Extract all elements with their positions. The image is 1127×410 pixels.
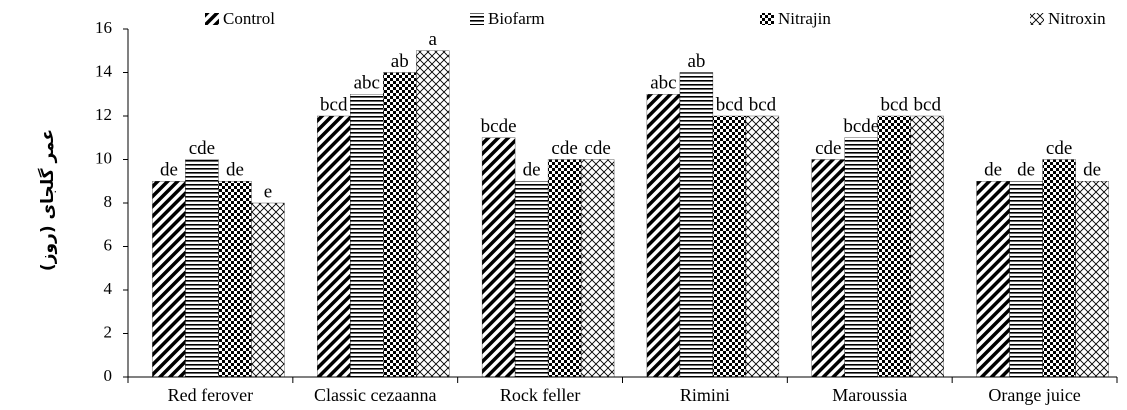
bar-annotation: de [226, 160, 244, 181]
y-tick-label: 10 [95, 148, 112, 167]
bar-annotation: abc [650, 73, 676, 94]
legend-swatch [1030, 13, 1044, 25]
bar-annotation: de [1083, 160, 1101, 181]
bar-annotation: cde [189, 138, 215, 159]
bar-annotation: de [1017, 160, 1035, 181]
bar [1042, 159, 1076, 378]
y-tick-label: 14 [95, 61, 113, 80]
legend-swatch [760, 13, 774, 25]
bar-annotation: bcd [320, 94, 348, 115]
bar-annotation: de [523, 160, 541, 181]
bar-annotation: cde [815, 138, 841, 159]
bar [251, 202, 285, 378]
legend-label: Nitrajin [778, 9, 831, 28]
bar [844, 137, 878, 378]
bar-annotation: bcd [749, 94, 777, 115]
y-tick-label: 8 [104, 192, 113, 211]
bar [416, 50, 450, 378]
bar-annotation: de [984, 160, 1002, 181]
y-axis-label: عمر گلجای (روز) [37, 129, 58, 271]
bar-annotation: cde [584, 138, 610, 159]
legend-label: Control [223, 9, 275, 28]
bar-annotation: bcde [843, 116, 879, 137]
y-tick-label: 0 [104, 366, 113, 385]
bar [679, 72, 714, 378]
bar [745, 115, 780, 378]
bar [646, 94, 681, 378]
y-tick-label: 4 [104, 279, 113, 298]
y-tick-label: 12 [95, 105, 112, 124]
bar [317, 115, 351, 378]
bar-annotation: abc [354, 73, 380, 94]
legend-label: Nitroxin [1048, 9, 1106, 28]
bar [712, 115, 747, 378]
bar [350, 94, 384, 378]
x-tick-label: Rock feller [500, 385, 580, 405]
legend-swatch [205, 13, 219, 25]
bar [910, 115, 944, 378]
x-tick-label: Classic cezaanna [314, 385, 436, 405]
bar-annotation: cde [551, 138, 577, 159]
x-tick-label: Maroussia [832, 385, 907, 405]
bar-annotation: bcde [481, 116, 517, 137]
bar [547, 159, 582, 378]
y-tick-label: 2 [104, 322, 113, 341]
y-tick-label: 6 [104, 235, 113, 254]
bar-annotation: bcd [716, 94, 744, 115]
bar [481, 137, 516, 378]
bar [383, 72, 417, 378]
y-tick-label: 16 [95, 18, 112, 37]
x-tick-label: Orange juice [988, 385, 1080, 405]
legend-label: Biofarm [488, 9, 545, 28]
bar [514, 181, 549, 378]
bar [152, 181, 186, 378]
bar [218, 181, 252, 378]
bar [976, 181, 1010, 378]
x-tick-label: Rimini [680, 385, 730, 405]
bar [811, 159, 845, 378]
bar [1009, 181, 1043, 378]
bar [1075, 181, 1109, 378]
bar-annotation: a [429, 29, 438, 50]
bar-annotation: bcd [881, 94, 909, 115]
bar-annotation: cde [1046, 138, 1072, 159]
bar-annotation: bcd [914, 94, 942, 115]
bar-annotation: de [160, 160, 178, 181]
legend-swatch [470, 13, 484, 25]
bar [877, 115, 911, 378]
bar-annotation: ab [391, 51, 409, 72]
bar-annotation: e [264, 181, 272, 202]
bar [580, 159, 615, 378]
x-tick-label: Red ferover [168, 385, 253, 405]
bar-annotation: ab [687, 51, 705, 72]
bar [185, 159, 219, 378]
